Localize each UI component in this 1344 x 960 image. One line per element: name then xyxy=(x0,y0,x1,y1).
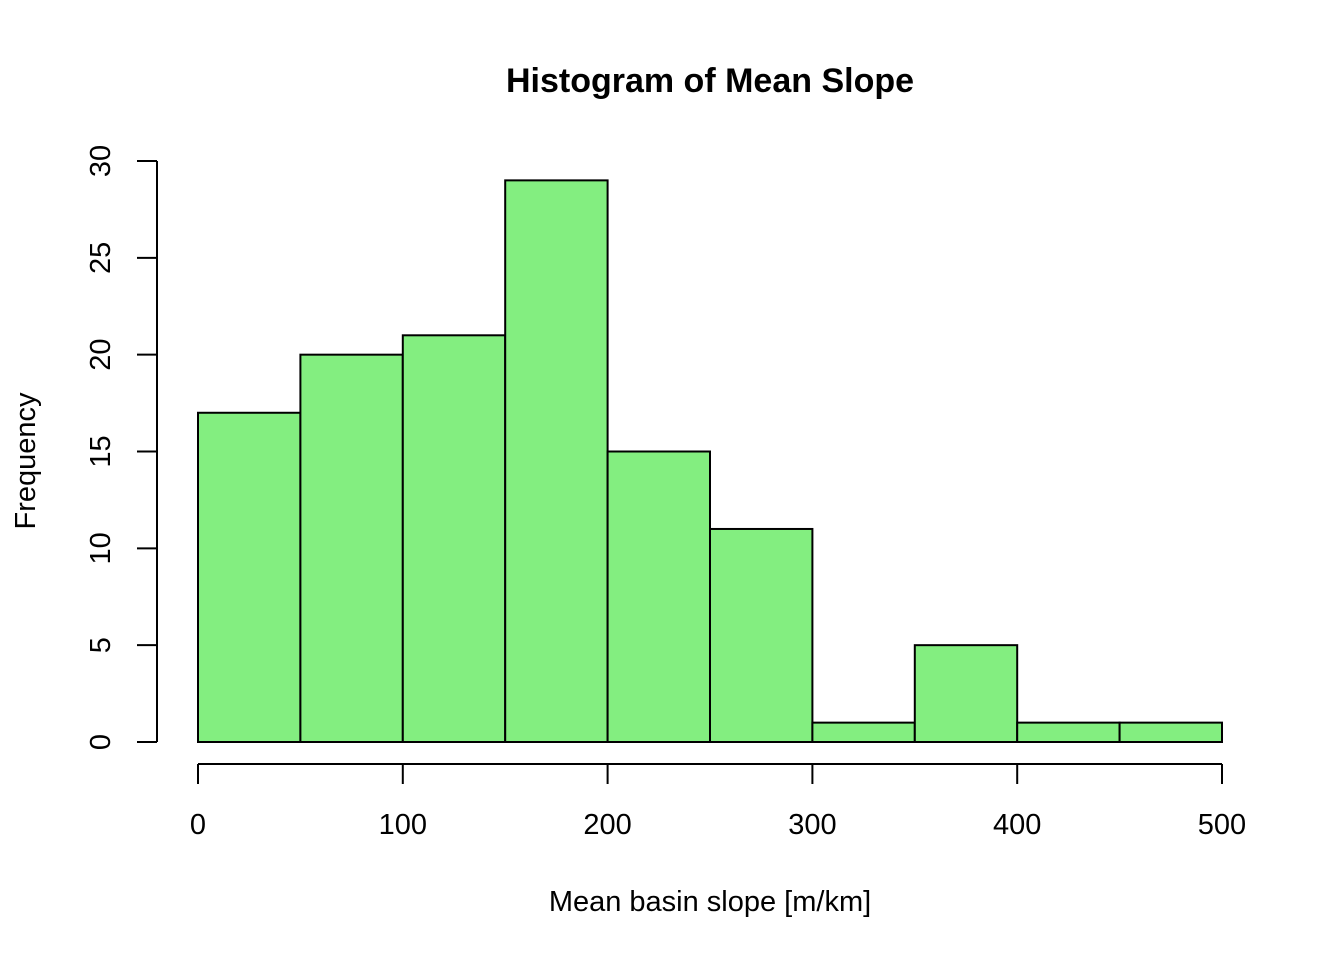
x-axis-label: Mean basin slope [m/km] xyxy=(549,886,871,918)
histogram-bar xyxy=(1118,721,1223,744)
bars-group xyxy=(197,179,1223,744)
histogram-bar xyxy=(401,334,507,743)
y-axis-label: Frequency xyxy=(10,392,42,530)
histogram-bar xyxy=(504,179,609,744)
x-tick-label: 100 xyxy=(379,809,427,841)
y-tick-label: 5 xyxy=(85,637,117,653)
y-tick-label: 15 xyxy=(85,435,117,467)
x-axis: 0 100 200 300 400 500 xyxy=(190,763,1246,841)
histogram-bar xyxy=(913,644,1019,744)
x-tick-label: 200 xyxy=(583,809,631,841)
y-tick-label: 0 xyxy=(85,734,117,750)
y-axis: 0 5 10 15 20 25 30 xyxy=(85,145,158,750)
y-tick-label: 25 xyxy=(85,242,117,274)
histogram-bar xyxy=(1016,721,1121,744)
x-tick-label: 300 xyxy=(788,809,836,841)
histogram-bar xyxy=(299,353,404,743)
y-tick-label: 30 xyxy=(85,145,117,177)
histogram-bar xyxy=(606,450,711,743)
x-tick-label: 0 xyxy=(190,809,206,841)
x-tick-label: 400 xyxy=(993,809,1041,841)
histogram-bar xyxy=(197,411,302,743)
histogram-bar xyxy=(709,527,814,744)
histogram-bar xyxy=(811,721,916,744)
y-tick-label: 20 xyxy=(85,339,117,371)
chart-title: Histogram of Mean Slope xyxy=(506,62,914,100)
y-tick-label: 10 xyxy=(85,532,117,564)
x-tick-label: 500 xyxy=(1198,809,1246,841)
